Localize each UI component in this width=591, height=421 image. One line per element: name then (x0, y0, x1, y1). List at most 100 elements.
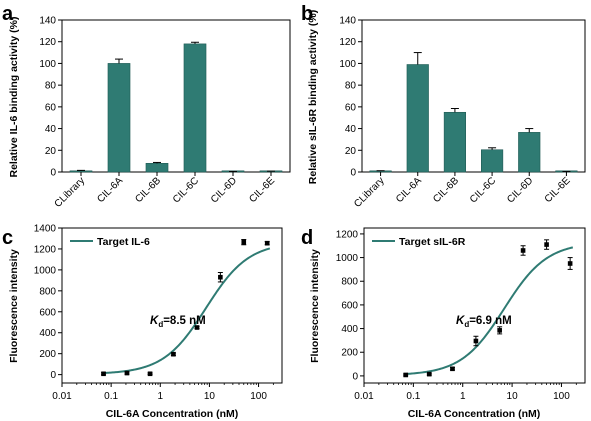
panel-a-x-tick-label: CIL-6E (247, 175, 277, 205)
panel-a-x-tick-label: CIL-6B (133, 175, 163, 205)
panel-d-data-point (497, 328, 502, 333)
panel-b-y-tick-label: 40 (345, 124, 357, 135)
panel-c-y-axis-title: Fluorescence intensity (8, 249, 20, 363)
panel-d-binding-curve: 0 200 400 600 800 1000 1200 0.01 0.1 1 10 100 Targ… (309, 227, 586, 420)
panel-d-x-tick-label: 0.01 (354, 391, 374, 402)
panel-c-legend-label: Target IL-6 (97, 236, 150, 248)
panel-a-x-tick-label: CIL-6D (209, 175, 239, 205)
panel-a-bar-CLibrary (69, 170, 93, 173)
panel-c-y-tick-label: 600 (39, 307, 56, 318)
panel-b-bar-CIL-6D (518, 132, 541, 173)
panel-d-y-tick-label: 200 (341, 348, 358, 359)
panel-a-plot-frame (61, 19, 291, 173)
panel-label-d: d (301, 227, 313, 249)
panel-a-x-tick-label: CIL-6A (95, 175, 125, 205)
panel-b-bar-CIL-6C (481, 149, 504, 173)
panel-d-data-point (520, 248, 526, 253)
panel-c-y-tick-label: 800 (39, 286, 56, 297)
panel-d-y-axis-title: Fluorescence intensity (309, 249, 321, 363)
panel-d-kd-subscript: d (464, 320, 469, 329)
panel-c-plot-frame (61, 227, 283, 384)
panel-b-y-tick-label: 20 (345, 146, 357, 157)
panel-c-data-point (124, 370, 130, 376)
panel-a-bar-CIL-6A (107, 63, 131, 173)
panel-c-legend: Target IL-6 (70, 236, 150, 248)
panel-d-data-point (567, 261, 573, 266)
panel-label-b: b (301, 3, 313, 25)
panel-c-kd-annotation: Kd=8.5 nM (150, 315, 206, 329)
panel-c-kd-symbol: K (150, 315, 159, 327)
panel-c-data-point (241, 239, 247, 245)
panel-a-x-tick-label: CLibrary (53, 175, 88, 210)
panel-a-bar-chart: 0 20 40 60 80 100 120 140 CLibrary CIL-6A CIL-6B C… (8, 16, 291, 210)
panel-b-x-tick-label: CLibrary (352, 175, 387, 210)
panel-c-y-tick-label: 1000 (34, 265, 57, 276)
panel-b-x-tick-label: CIL-6B (431, 175, 461, 205)
panel-c-data-point (218, 274, 223, 280)
panel-a-y-tick-label: 20 (45, 146, 57, 157)
panel-b-y-tick-label: 60 (345, 102, 357, 113)
panel-b-y-tick-label: 140 (339, 16, 356, 27)
panel-d-kd-annotation: Kd=6.9 nM (456, 315, 512, 329)
panel-c-x-tick-label: 0.01 (52, 391, 72, 402)
panel-c-y-tick-label: 1400 (34, 224, 57, 235)
panel-c-data-point (171, 351, 176, 357)
panel-c-kd-subscript: d (158, 320, 163, 329)
panel-label-a: a (2, 3, 14, 25)
panel-a-y-axis-title: Relative IL-6 binding activity (%) (8, 16, 20, 177)
panel-a-y-tick-label: 120 (39, 37, 56, 48)
panel-c-data-point (264, 240, 270, 246)
panel-c-y-tick-label: 200 (39, 349, 56, 360)
panel-d-y-tick-label: 1200 (336, 229, 359, 240)
panel-c-x-tick-label: 100 (250, 391, 267, 402)
panel-d-legend-label: Target sIL-6R (399, 236, 466, 248)
panel-d-kd-symbol: K (456, 315, 465, 327)
panel-a-bar-CIL-6B (145, 163, 169, 173)
panel-b-bar-CIL-6A (406, 64, 429, 173)
panel-b-x-tick-label: CIL-6E (543, 175, 573, 205)
panel-a-y-tick-label: 60 (45, 102, 57, 113)
panel-c-y-tick-label: 1200 (34, 244, 57, 255)
panel-d-x-tick-label: 1 (460, 391, 466, 402)
panel-c-x-tick-label: 1 (157, 391, 163, 402)
panel-b-bar-CIL-6B (443, 111, 466, 173)
panel-d-data-point (403, 372, 409, 378)
panel-a-y-tick-label: 80 (45, 81, 57, 92)
panel-b-x-tick-label: CIL-6A (394, 175, 424, 205)
panel-c-x-tick-label: 0.1 (104, 391, 118, 402)
panel-d-data-point (544, 242, 549, 247)
panel-d-x-tick-label: 100 (553, 391, 570, 402)
panel-a-y-tick-label: 140 (39, 16, 56, 27)
panel-c-data-point (101, 371, 106, 377)
panel-c-data-point (194, 325, 200, 330)
panel-d-y-tick-label: 1000 (336, 253, 359, 264)
panel-b-x-tick-label: CIL-6D (505, 175, 535, 205)
panel-d-data-point (450, 366, 455, 372)
panel-d-plot-frame (363, 227, 586, 384)
panel-d-kd-value: =6.9 nM (469, 315, 512, 327)
panel-a-y-tick-label: 0 (50, 168, 56, 179)
panel-b-y-tick-label: 100 (339, 59, 356, 70)
panel-b-plot-frame (361, 19, 586, 173)
panel-d-fit-curve (405, 246, 574, 375)
panel-d-y-tick-label: 800 (341, 277, 358, 288)
panel-c-x-tick-label: 10 (204, 391, 216, 402)
panel-c-x-axis-title: CIL-6A Concentration (nM) (106, 408, 239, 420)
panel-a-y-tick-label: 40 (45, 124, 57, 135)
panel-d-y-tick-label: 400 (341, 324, 358, 335)
panel-d-x-tick-label: 10 (507, 391, 519, 402)
panel-label-c: c (2, 227, 13, 249)
panel-d-y-tick-label: 0 (352, 371, 358, 382)
panel-d-x-tick-label: 0.1 (406, 391, 420, 402)
panel-a-y-tick-label: 100 (39, 59, 56, 70)
panel-b-x-tick-label: CIL-6C (468, 175, 498, 205)
panel-d-y-tick-label: 600 (341, 300, 358, 311)
panel-c-kd-value: =8.5 nM (163, 315, 206, 327)
panel-c-y-tick-label: 0 (50, 370, 56, 381)
panel-a-bar-CIL-6C (183, 43, 207, 173)
panel-d-x-axis-title: CIL-6A Concentration (nM) (408, 408, 541, 420)
panel-c-fit-curve (103, 247, 271, 375)
panel-d-data-point (473, 338, 479, 344)
